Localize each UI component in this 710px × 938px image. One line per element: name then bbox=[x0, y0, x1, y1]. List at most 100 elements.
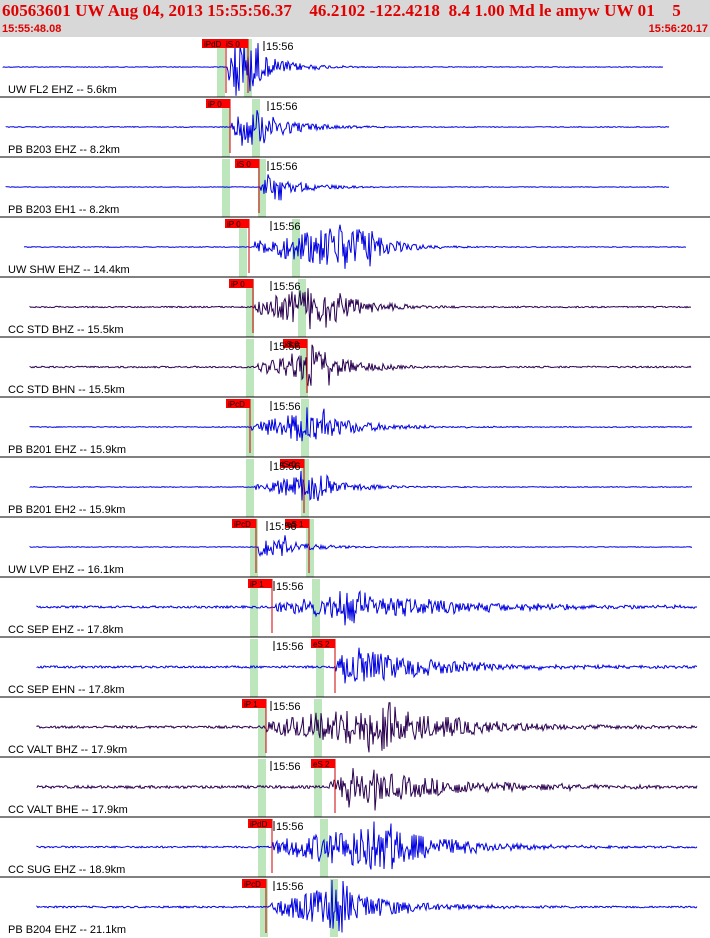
trace-row: iS 0 15:56 PB B203 EH1 -- 8.2km bbox=[0, 156, 710, 217]
s-window-band bbox=[330, 879, 338, 937]
waveform-trace bbox=[2, 41, 664, 96]
pick-box bbox=[224, 39, 248, 48]
waveform-trace bbox=[36, 647, 698, 684]
trace-row: iS 015:56 PB B201 EH2 -- 15.9km bbox=[0, 456, 710, 517]
station-label: UW SHW EHZ -- 14.4km bbox=[8, 264, 130, 276]
pick-label: iP 1 bbox=[244, 700, 258, 709]
station-label: UW LVP EHZ -- 16.1km bbox=[8, 564, 124, 576]
minute-label: 15:56 bbox=[273, 401, 301, 413]
waveform-trace bbox=[36, 702, 698, 753]
p-window-band bbox=[260, 879, 268, 937]
pick-label: iP 1 bbox=[250, 580, 264, 589]
minute-label: 15:56 bbox=[273, 281, 301, 293]
minute-label: 15:56 bbox=[270, 101, 298, 113]
s-window-band bbox=[320, 819, 328, 877]
trace-row: iPcD 15:56 PB B204 EHZ -- 21.1km bbox=[0, 876, 710, 937]
pick-label: iS 0 bbox=[285, 340, 299, 349]
trace-row: iP 1 15:56 CC SEP EHZ -- 17.8km bbox=[0, 576, 710, 637]
p-window-band bbox=[246, 459, 254, 517]
pick-label: iPcD bbox=[234, 520, 251, 529]
pick-label: iPdD bbox=[250, 820, 268, 829]
waveform-trace bbox=[29, 535, 693, 558]
minute-label: 15:56 bbox=[273, 221, 301, 233]
p-window-band bbox=[222, 99, 230, 157]
station-label: PB B201 EH2 -- 15.9km bbox=[8, 504, 125, 516]
pick-label: iPdD bbox=[204, 40, 222, 49]
pick-label: eS 2 bbox=[313, 760, 330, 769]
window-end-time: 15:56:20.17 bbox=[648, 23, 708, 35]
s-window-band bbox=[298, 279, 306, 337]
station-label: CC SEP EHZ -- 17.8km bbox=[8, 624, 123, 636]
pick-box bbox=[248, 579, 272, 588]
event-info-line: 60563601 UW Aug 04, 2013 15:55:56.37 46.… bbox=[2, 1, 681, 20]
pick-label: iP 0 bbox=[231, 280, 245, 289]
pick-box bbox=[285, 519, 309, 528]
station-label: PB B203 EHZ -- 8.2km bbox=[8, 144, 120, 156]
waveform-trace bbox=[36, 589, 698, 626]
pick-label: iP 0 bbox=[227, 220, 241, 229]
trace-row: iP 1 15:56 CC VALT BHZ -- 17.9km bbox=[0, 696, 710, 757]
s-window-band bbox=[312, 579, 320, 637]
pick-label: iP 0 bbox=[208, 100, 222, 109]
trace-row: iS 015:56 CC STD BHN -- 15.5km bbox=[0, 336, 710, 397]
pick-box bbox=[232, 519, 256, 528]
trace-row: iP 0 15:56 PB B203 EHZ -- 8.2km bbox=[0, 96, 710, 157]
pick-label: iS 0 bbox=[226, 40, 240, 49]
window-start-time: 15:55:48.08 bbox=[2, 23, 62, 35]
station-label: PB B204 EHZ -- 21.1km bbox=[8, 924, 126, 936]
event-header: 60563601 UW Aug 04, 2013 15:55:56.37 46.… bbox=[0, 0, 710, 37]
waveform-trace bbox=[5, 174, 670, 201]
pick-label: iS 0 bbox=[237, 160, 251, 169]
trace-row: iPcD eS 115:56 UW LVP EHZ -- 16.1km bbox=[0, 516, 710, 577]
trace-row: iP 0 15:56 UW SHW EHZ -- 14.4km bbox=[0, 216, 710, 277]
trace-row: eS 2 15:56 CC VALT BHE -- 17.9km bbox=[0, 756, 710, 817]
p-window-band bbox=[250, 639, 258, 697]
pick-box bbox=[311, 639, 335, 648]
p-window-band bbox=[222, 159, 230, 217]
minute-label: 15:56 bbox=[273, 461, 301, 473]
minute-label: 15:56 bbox=[276, 581, 304, 593]
trace-row: eS 2 15:56 CC SEP EHN -- 17.8km bbox=[0, 636, 710, 697]
p-window-band bbox=[246, 279, 254, 337]
pick-box bbox=[248, 819, 272, 828]
station-label: PB B203 EH1 -- 8.2km bbox=[8, 204, 119, 216]
minute-label: 15:56 bbox=[269, 521, 297, 533]
minute-label: 15:56 bbox=[273, 341, 301, 353]
waveform-trace bbox=[36, 768, 698, 811]
waveform-trace bbox=[29, 344, 692, 387]
trace-row: iP 0 15:56 CC STD BHZ -- 15.5km bbox=[0, 276, 710, 337]
station-label: CC VALT BHE -- 17.9km bbox=[8, 804, 128, 816]
pick-label: iPcD bbox=[228, 400, 245, 409]
pick-box bbox=[206, 99, 230, 108]
s-window-band bbox=[314, 699, 322, 757]
minute-label: 15:56 bbox=[276, 881, 304, 893]
station-label: CC STD BHN -- 15.5km bbox=[8, 384, 125, 396]
pick-box bbox=[202, 39, 226, 48]
waveform-trace bbox=[36, 821, 698, 870]
station-label: CC VALT BHZ -- 17.9km bbox=[8, 744, 127, 756]
pick-box bbox=[226, 399, 250, 408]
pick-label: eS 1 bbox=[287, 520, 304, 529]
minute-label: 15:56 bbox=[276, 641, 304, 653]
p-window-band bbox=[258, 759, 266, 817]
waveform-trace bbox=[23, 224, 687, 269]
station-label: UW FL2 EHZ -- 5.6km bbox=[8, 84, 117, 96]
p-window-band bbox=[217, 39, 225, 97]
p-window-band bbox=[250, 519, 258, 577]
pick-box bbox=[283, 339, 307, 348]
pick-box bbox=[280, 459, 304, 468]
p-window-band bbox=[239, 219, 247, 277]
minute-label: 15:56 bbox=[273, 761, 301, 773]
p-window-band bbox=[250, 579, 258, 637]
pick-label: iS 0 bbox=[282, 460, 296, 469]
waveform-trace bbox=[29, 470, 693, 502]
station-label: PB B201 EHZ -- 15.9km bbox=[8, 444, 126, 456]
station-label: CC STD BHZ -- 15.5km bbox=[8, 324, 124, 336]
minute-label: 15:56 bbox=[276, 821, 304, 833]
station-label: CC SEP EHN -- 17.8km bbox=[8, 684, 125, 696]
p-window-band bbox=[258, 819, 266, 877]
pick-box bbox=[242, 699, 266, 708]
pick-box bbox=[225, 219, 249, 228]
pick-box bbox=[229, 279, 253, 288]
